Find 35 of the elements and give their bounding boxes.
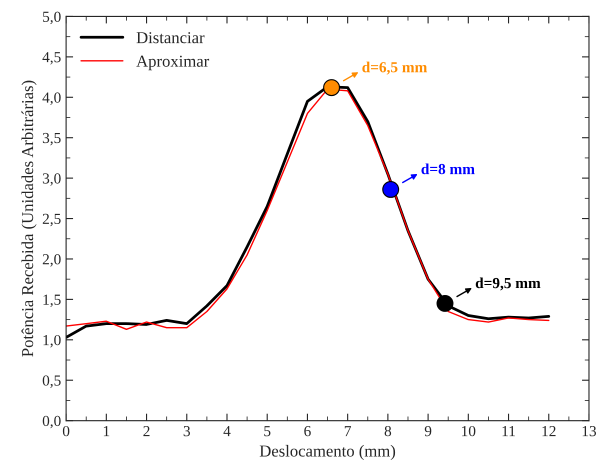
y-tick-label: 4,0 [42,92,61,105]
y-tick-label: 1,0 [43,334,61,348]
annotation: d=9,5 mm [476,277,540,290]
point [382,180,400,198]
x-tick-label: 3 [184,426,190,436]
legend-label: Distanciar [136,32,204,44]
x-tick-label: 11 [502,426,515,436]
x-tick-label: 1 [104,426,110,436]
x-tick-label: 8 [384,426,392,436]
annotation: d=8 mm [421,163,475,174]
y-axis-title: Potência Recebida (Unidades Arbitrárias) [21,80,37,357]
x-tick-label: 0 [62,426,70,436]
point [323,79,340,96]
y-tick-label: 0,5 [42,375,61,388]
x-tick-label: 5 [264,426,270,436]
x-tick-label: 2 [143,426,150,436]
y-tick-label: 5,0 [43,12,61,24]
y-tick-label: 2,5 [42,214,61,226]
x-tick-label: 9 [424,426,432,436]
point [436,294,454,312]
annotation: d=6,5 mm [362,62,428,75]
y-tick-label: 0,0 [42,416,61,428]
x-tick-label: 4 [223,426,231,436]
x-tick-label: 6 [304,426,311,436]
y-tick-label: 1,5 [43,294,61,308]
y-tick-label: 3,0 [42,173,61,186]
x-tick-label: 7 [344,426,352,436]
x-axis-title: Deslocamento (mm) [260,444,396,460]
y-tick-label: 4,5 [42,52,61,65]
y-tick-label: 3,5 [42,132,61,146]
x-tick-label: 13 [582,426,596,436]
legend-label: Aproximar [136,56,210,70]
x-tick-label: 12 [542,426,556,436]
y-tick-label: 2,0 [42,254,61,267]
x-tick-label: 10 [462,426,476,436]
